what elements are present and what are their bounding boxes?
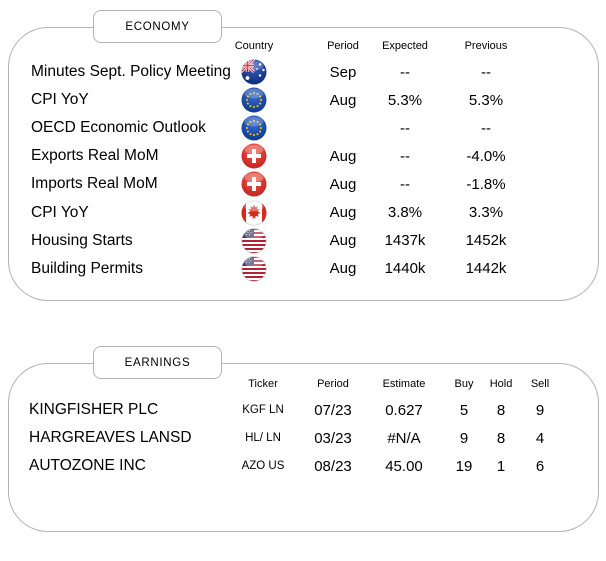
earnings-estimate: 0.627 [385,401,423,419]
event-period: Aug [329,147,357,165]
event-expected: 3.8% [387,204,423,222]
earnings-header-hold: Hold [489,378,513,390]
earnings-header-estimate: Estimate [382,378,426,390]
earnings-period: 08/23 [314,457,352,475]
flag-eurozone-icon [241,115,267,141]
event-previous: -4.0% [466,147,506,165]
earnings-period: 03/23 [314,429,352,447]
event-expected: 5.3% [387,91,423,109]
event-label: OECD Economic Outlook [31,119,206,137]
economy-header-country: Country [234,40,274,52]
event-previous: -- [481,63,491,81]
tab-earnings-label: EARNINGS [124,356,191,369]
analyst-buy-count: 5 [459,401,469,419]
event-label: Housing Starts [31,231,133,249]
earnings-estimate: 45.00 [385,457,423,475]
event-label: Exports Real MoM [31,147,159,165]
event-period: Aug [329,232,357,250]
event-expected: 1440k [384,260,426,278]
earnings-header-period: Period [317,378,349,390]
earnings-panel: Ticker Period Estimate Buy Hold Sell KIN… [8,363,599,532]
economy-panel: Country Period Expected Previous Minutes… [8,27,599,301]
event-expected: -- [400,119,410,137]
company-ticker: AZO US [241,460,285,472]
analyst-hold-count: 8 [496,401,506,419]
company-ticker: HL/ LN [245,432,281,444]
event-expected: -- [400,63,410,81]
analyst-hold-count: 8 [496,429,506,447]
analyst-buy-count: 9 [459,429,469,447]
event-period: Aug [329,175,357,193]
economy-header-previous: Previous [464,40,508,52]
event-previous: 1452k [465,232,507,250]
event-previous: 1442k [465,260,507,278]
event-expected: -- [400,147,410,165]
flag-united-states-icon [241,228,267,254]
event-period [311,114,375,142]
flag-switzerland-icon [241,171,267,197]
flag-australia-icon [241,59,267,85]
flag-canada-icon [241,200,267,226]
analyst-hold-count: 1 [496,457,506,475]
event-previous: 3.3% [468,204,504,222]
analyst-sell-count: 9 [535,401,545,419]
earnings-header-sell: Sell [530,378,550,390]
earnings-header-buy: Buy [454,378,474,390]
event-previous: 5.3% [468,91,504,109]
tab-economy[interactable]: ECONOMY [93,10,222,43]
economy-header-period: Period [327,40,359,52]
event-expected: 1437k [384,232,426,250]
earnings-table: Ticker Period Estimate Buy Hold Sell KIN… [29,372,567,480]
company-ticker: KGF LN [242,404,284,416]
event-period: Aug [329,91,357,109]
event-period: Aug [329,204,357,222]
event-previous: -- [481,119,491,137]
event-label: Imports Real MoM [31,175,158,193]
economy-table: Country Period Expected Previous Minutes… [31,34,537,283]
company-name: AUTOZONE INC [29,457,146,474]
earnings-estimate: #N/A [387,429,421,447]
analyst-buy-count: 19 [455,457,473,475]
event-label: Building Permits [31,259,143,277]
event-previous: -1.8% [466,175,506,193]
company-name: KINGFISHER PLC [29,401,159,418]
earnings-header-ticker: Ticker [248,378,278,390]
tab-earnings[interactable]: EARNINGS [93,346,222,379]
event-period: Sep [329,63,357,81]
analyst-sell-count: 4 [535,429,545,447]
flag-eurozone-icon [241,87,267,113]
company-name: HARGREAVES LANSD [29,429,192,446]
analyst-sell-count: 6 [535,457,545,475]
earnings-period: 07/23 [314,401,352,419]
event-period: Aug [329,260,357,278]
tab-economy-label: ECONOMY [125,20,190,33]
event-label: CPI YoY [31,91,89,109]
event-label: Minutes Sept. Policy Meeting [31,63,231,81]
event-label: CPI YoY [31,203,89,221]
flag-united-states-icon [241,256,267,282]
flag-switzerland-icon [241,143,267,169]
economy-header-expected: Expected [382,40,428,52]
event-expected: -- [400,175,410,193]
